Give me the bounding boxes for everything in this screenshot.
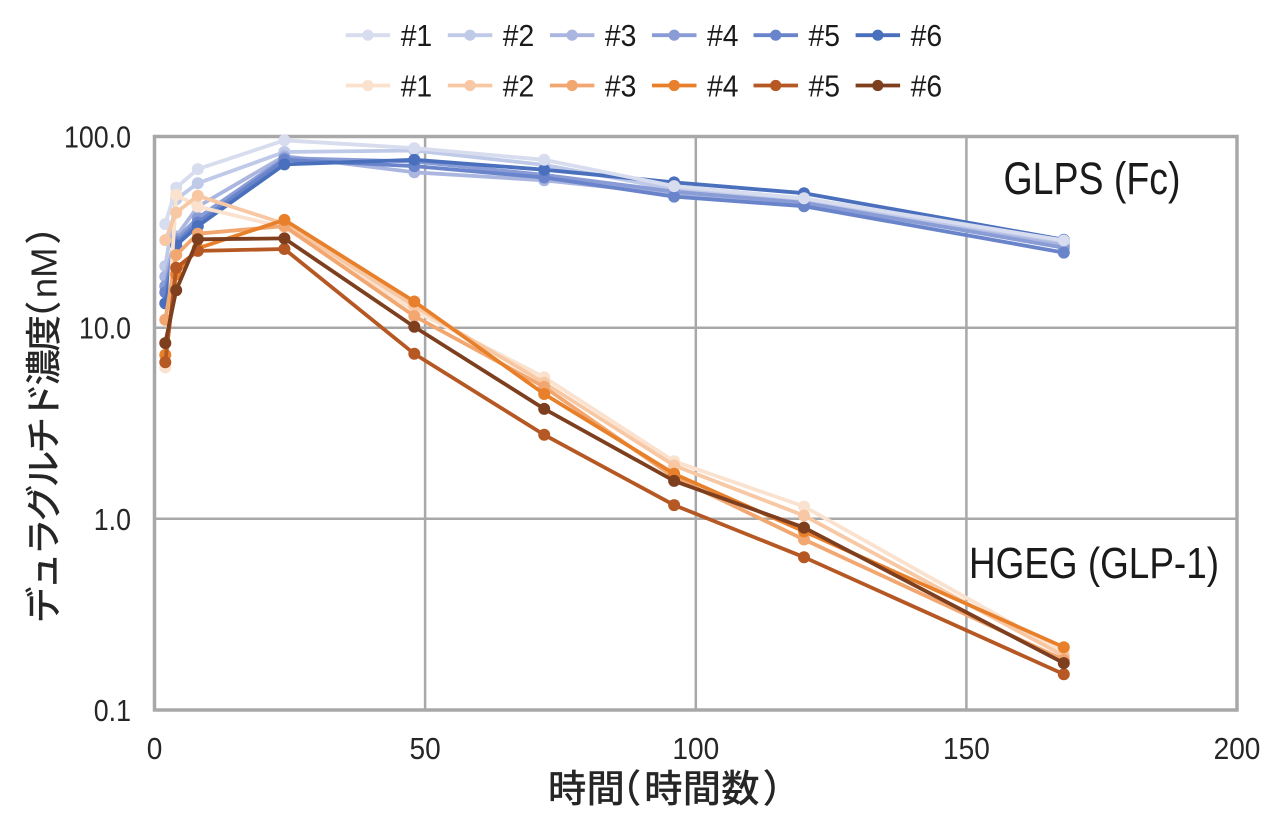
svg-text:10.0: 10.0 [79,311,131,346]
svg-text:#6: #6 [911,19,943,53]
svg-text:GLPS (Fc): GLPS (Fc) [1004,153,1181,204]
svg-text:HGEG (GLP-1): HGEG (GLP-1) [969,540,1219,588]
svg-text:1.0: 1.0 [94,502,131,537]
svg-text:#2: #2 [503,70,535,104]
svg-text:#2: #2 [503,19,535,53]
svg-text:150: 150 [943,731,990,766]
svg-text:#5: #5 [809,19,841,53]
svg-text:100: 100 [672,731,719,766]
svg-text:nM: nM [24,247,65,298]
svg-text:0.1: 0.1 [94,693,131,728]
svg-text:#6: #6 [911,70,943,104]
svg-text:#4: #4 [707,70,739,104]
svg-text:#1: #1 [401,19,433,53]
svg-text:100.0: 100.0 [64,120,131,155]
svg-text:200: 200 [1214,731,1261,766]
svg-text:50: 50 [410,731,441,766]
svg-text:#1: #1 [401,70,433,104]
svg-text:#3: #3 [605,70,637,104]
svg-text:0: 0 [147,731,163,766]
svg-text:#5: #5 [809,70,841,104]
svg-text:#3: #3 [605,19,637,53]
svg-text:#4: #4 [707,19,739,53]
